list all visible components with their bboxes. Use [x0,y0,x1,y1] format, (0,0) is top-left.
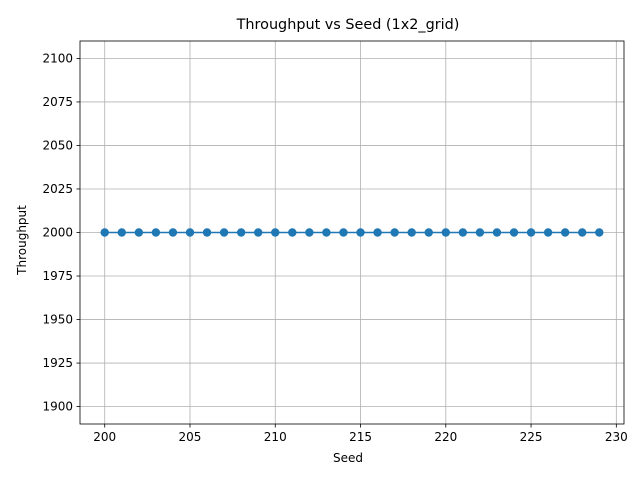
data-point [578,228,587,237]
data-point [151,228,161,237]
data-point [322,228,331,237]
data-point [424,228,433,237]
data-point [271,228,280,237]
data-point [595,228,604,237]
data-point [168,228,178,237]
y-tick-label: 2000 [42,226,73,240]
data-point [202,228,212,237]
x-tick-label: 225 [520,430,543,444]
data-point [117,228,126,237]
data-point [305,228,314,237]
x-tick-label: 215 [349,430,372,444]
y-axis: 1900 1925 1950 1975 2000 2025 2050 2075 2100 [42,51,80,414]
data-point [407,228,416,237]
x-tick-label: 200 [93,430,116,444]
x-axis: 200 205 210 215 220 225 230 [93,424,628,444]
data-point [219,228,229,237]
data-point [441,228,450,237]
x-axis-label: Seed [333,451,363,465]
y-tick-label: 2100 [42,51,73,65]
data-point [526,228,536,237]
chart-title: Throughput vs Seed (1x2_grid) [236,17,460,33]
x-tick-label: 205 [179,430,202,444]
data-point [254,228,263,237]
data-point [185,228,195,237]
x-tick-label: 210 [264,430,287,444]
data-point [543,228,553,237]
y-tick-label: 2075 [42,95,73,109]
data-point [134,228,144,237]
y-tick-label: 1975 [42,269,73,283]
data-point [492,228,502,237]
y-tick-label: 1950 [42,313,73,327]
data-point [100,228,109,237]
data-point [560,228,570,237]
y-tick-label: 2025 [42,182,73,196]
y-tick-label: 2050 [42,138,73,152]
x-tick-label: 230 [605,430,628,444]
data-point [373,228,382,237]
y-axis-label: Throughput [15,205,29,276]
data-point [236,228,246,237]
data-point [390,228,399,237]
data-point [509,228,519,237]
data-point [356,228,365,237]
y-tick-label: 1900 [42,400,73,414]
y-tick-label: 1925 [42,356,73,370]
data-point [339,228,348,237]
series-throughput [100,228,604,237]
data-point [475,228,485,237]
data-point [288,228,297,237]
x-tick-label: 220 [434,430,457,444]
data-point [458,228,468,237]
